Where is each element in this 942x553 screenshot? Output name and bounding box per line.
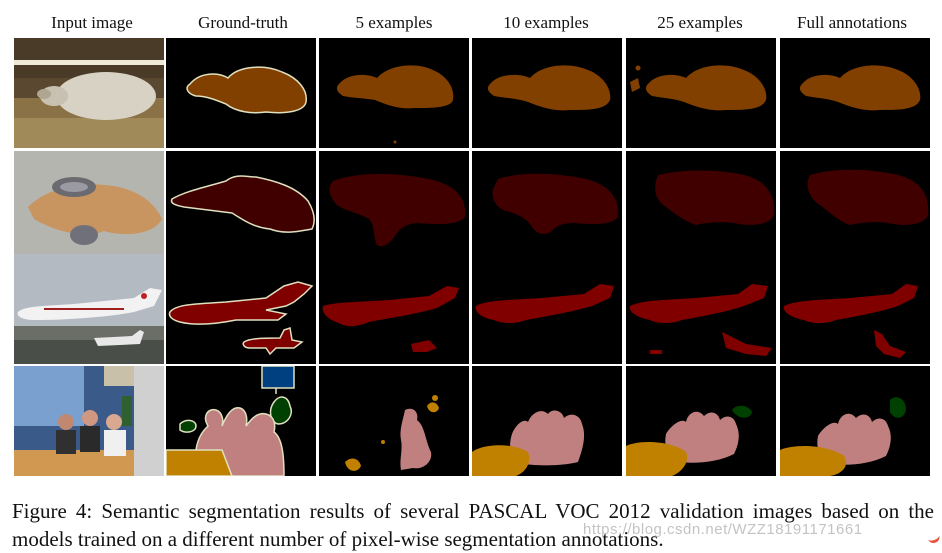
pred-10-sheep [472,38,622,148]
column-header-full-annotations: Full annotations [796,13,908,32]
pred-25-aeroplane [626,254,776,364]
column-header-25-examples: 25 examples [657,13,743,32]
column-header-5-examples: 5 examples [355,13,433,32]
pred-5-cat [319,151,469,261]
pred-full-people [780,366,930,476]
pred-10-cat [472,151,622,261]
ground-truth-aeroplane [166,254,316,364]
pred-5-aeroplane [319,254,469,364]
pred-10-aeroplane [472,254,622,364]
input-image-cat [14,151,164,261]
ground-truth-people [166,366,316,476]
pred-full-aeroplane [780,254,930,364]
figure-caption: Figure 4: Semantic segmentation results … [12,499,934,551]
pred-5-sheep [319,38,469,148]
input-image-sheep [14,38,164,148]
pred-25-cat [626,151,776,261]
pred-full-sheep [780,38,930,148]
ground-truth-sheep [166,38,316,148]
column-header-10-examples: 10 examples [503,13,589,32]
input-image-aeroplane [14,254,164,364]
ground-truth-cat [166,151,316,261]
column-header-ground-truth: Ground-truth [198,13,288,32]
pred-5-people [319,366,469,476]
pred-full-cat [780,151,930,261]
input-image-people [14,366,164,476]
pred-25-sheep [626,38,776,148]
pred-10-people [472,366,622,476]
column-header-input-image: Input image [51,13,133,32]
watermark: https://blog.csdn.net/WZZ18191171661 [583,521,863,538]
pred-25-people [626,366,776,476]
